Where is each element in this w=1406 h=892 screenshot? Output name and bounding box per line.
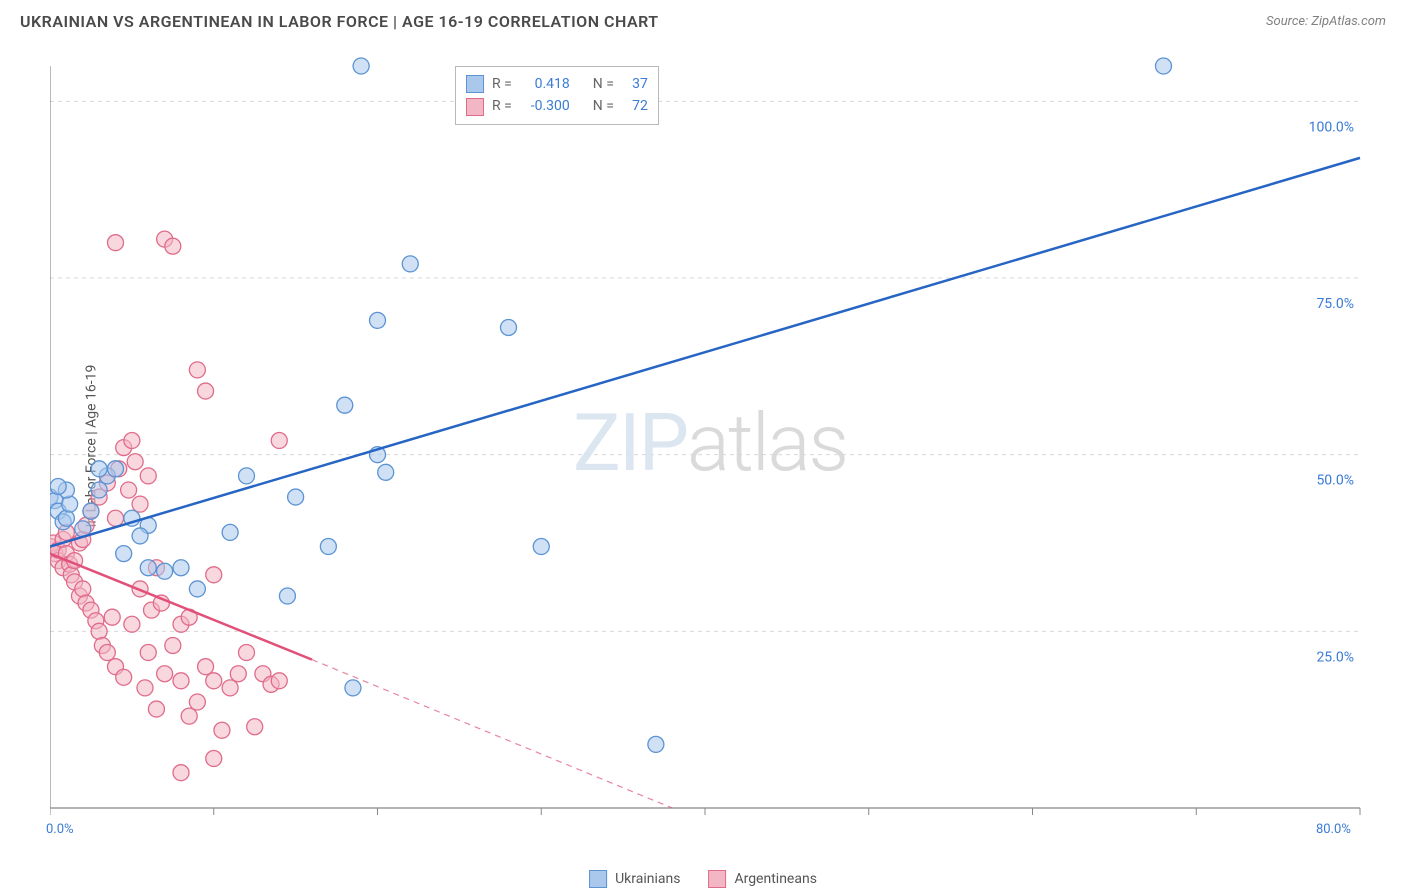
source-attribution: Source: ZipAtlas.com bbox=[1266, 14, 1386, 29]
data-point bbox=[91, 482, 107, 498]
data-point bbox=[337, 397, 353, 413]
data-point bbox=[173, 560, 189, 576]
data-point bbox=[239, 645, 255, 661]
data-point bbox=[62, 496, 78, 512]
legend-r-label: R = bbox=[492, 73, 512, 95]
series-legend-item: Argentineans bbox=[708, 870, 816, 888]
legend-swatch bbox=[466, 75, 484, 93]
data-point bbox=[378, 464, 394, 480]
series-legend-label: Argentineans bbox=[734, 871, 816, 887]
data-point bbox=[222, 524, 238, 540]
legend-corr-row: R = 0.418 N = 37 bbox=[466, 73, 648, 95]
data-point bbox=[189, 694, 205, 710]
data-point bbox=[247, 719, 263, 735]
data-point bbox=[121, 482, 137, 498]
data-point bbox=[132, 496, 148, 512]
data-point bbox=[206, 567, 222, 583]
legend-n-value: 37 bbox=[622, 73, 648, 95]
data-point bbox=[148, 701, 164, 717]
data-point bbox=[198, 383, 214, 399]
data-point bbox=[91, 461, 107, 477]
data-point bbox=[288, 489, 304, 505]
data-point bbox=[198, 659, 214, 675]
data-point bbox=[132, 528, 148, 544]
data-point bbox=[157, 563, 173, 579]
data-point bbox=[230, 666, 246, 682]
data-point bbox=[83, 503, 99, 519]
legend-r-value: -0.300 bbox=[520, 95, 570, 117]
series-legend: Ukrainians Argentineans bbox=[589, 870, 817, 888]
data-point bbox=[124, 616, 140, 632]
data-point bbox=[140, 468, 156, 484]
data-point bbox=[108, 510, 124, 526]
legend-n-value: 72 bbox=[622, 95, 648, 117]
data-point bbox=[124, 433, 140, 449]
data-point bbox=[271, 673, 287, 689]
data-point bbox=[189, 362, 205, 378]
data-point bbox=[214, 722, 230, 738]
legend-swatch bbox=[589, 870, 607, 888]
y-tick-label: 75.0% bbox=[1316, 296, 1354, 312]
data-point bbox=[140, 560, 156, 576]
legend-r-label: R = bbox=[492, 95, 512, 117]
data-point bbox=[140, 645, 156, 661]
data-point bbox=[370, 312, 386, 328]
y-tick-label: 25.0% bbox=[1316, 649, 1354, 665]
x-axis-max-label: 80.0% bbox=[1316, 822, 1351, 837]
legend-n-label: N = bbox=[593, 73, 614, 95]
data-point bbox=[127, 454, 143, 470]
data-point bbox=[137, 680, 153, 696]
regression-extrapolation bbox=[312, 660, 672, 808]
data-point bbox=[173, 765, 189, 781]
y-tick-label: 100.0% bbox=[1309, 119, 1354, 135]
regression-line bbox=[50, 158, 1360, 547]
series-legend-label: Ukrainians bbox=[615, 871, 680, 887]
header: UKRAINIAN VS ARGENTINEAN IN LABOR FORCE … bbox=[0, 0, 1406, 39]
page-title: UKRAINIAN VS ARGENTINEAN IN LABOR FORCE … bbox=[20, 12, 659, 31]
data-point bbox=[189, 581, 205, 597]
data-point bbox=[501, 319, 517, 335]
data-point bbox=[108, 461, 124, 477]
data-point bbox=[279, 588, 295, 604]
data-point bbox=[116, 669, 132, 685]
legend-r-value: 0.418 bbox=[520, 73, 570, 95]
legend-corr-row: R = -0.300 N = 72 bbox=[466, 95, 648, 117]
data-point bbox=[75, 581, 91, 597]
data-point bbox=[271, 433, 287, 449]
data-point bbox=[104, 609, 120, 625]
data-point bbox=[402, 256, 418, 272]
data-point bbox=[345, 680, 361, 696]
legend-n-label: N = bbox=[593, 95, 614, 117]
data-point bbox=[116, 546, 132, 562]
data-point bbox=[320, 539, 336, 555]
data-point bbox=[173, 673, 189, 689]
legend-swatch bbox=[708, 870, 726, 888]
data-point bbox=[165, 238, 181, 254]
data-point bbox=[239, 468, 255, 484]
correlation-legend: R = 0.418 N = 37 R = -0.300 N = 72 bbox=[455, 66, 659, 125]
x-axis-min-label: 0.0% bbox=[46, 822, 74, 837]
chart-svg: 25.0% 50.0% 75.0% 100.0% bbox=[50, 48, 1370, 838]
data-point bbox=[108, 235, 124, 251]
legend-swatch bbox=[466, 98, 484, 116]
data-point bbox=[181, 708, 197, 724]
data-point bbox=[99, 645, 115, 661]
data-point bbox=[533, 539, 549, 555]
scatter-chart: ZIPatlas 25.0%50.0%75.0%100.0% bbox=[50, 48, 1370, 838]
data-point bbox=[50, 478, 66, 494]
data-point bbox=[206, 673, 222, 689]
data-point bbox=[157, 666, 173, 682]
data-point bbox=[58, 510, 74, 526]
data-point bbox=[222, 680, 238, 696]
data-point bbox=[206, 751, 222, 767]
data-point bbox=[165, 637, 181, 653]
data-point bbox=[91, 623, 107, 639]
series-legend-item: Ukrainians bbox=[589, 870, 680, 888]
y-tick-label: 50.0% bbox=[1316, 473, 1354, 489]
data-point bbox=[353, 58, 369, 74]
data-point bbox=[648, 736, 664, 752]
data-point bbox=[1156, 58, 1172, 74]
